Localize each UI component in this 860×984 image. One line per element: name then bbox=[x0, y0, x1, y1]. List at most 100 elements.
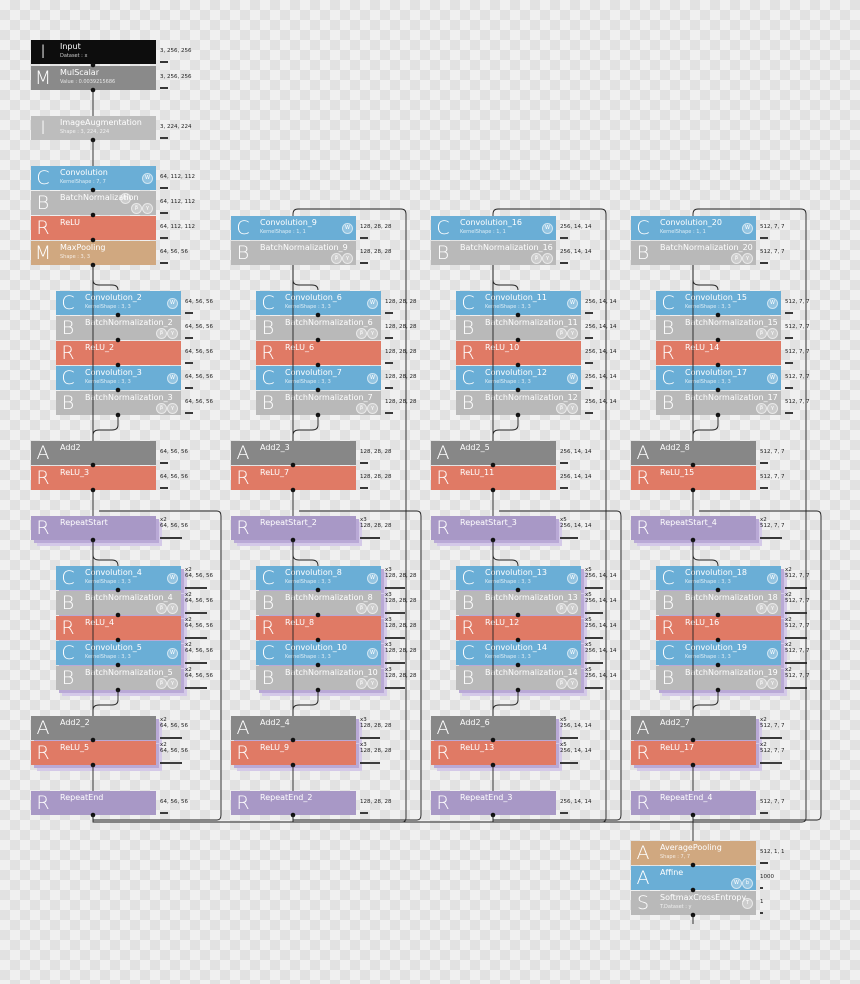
parameter-badge-icon[interactable]: γ bbox=[167, 328, 178, 339]
layer-convolution-14[interactable]: C Convolution_14 KernelShape : 3, 3 W bbox=[456, 641, 581, 665]
layer-batchnormalization-5[interactable]: B BatchNormalization_5 β γ bbox=[56, 666, 181, 690]
layer-imageaugmentation[interactable]: I ImageAugmentation Shape : 3, 224, 224 bbox=[31, 116, 156, 140]
parameter-badge-icon[interactable]: β bbox=[131, 203, 142, 214]
layer-add2[interactable]: A Add2 bbox=[31, 441, 156, 465]
layer-repeatend-4[interactable]: R RepeatEnd_4 bbox=[631, 791, 756, 815]
layer-convolution-18[interactable]: C Convolution_18 KernelShape : 3, 3 W bbox=[656, 566, 781, 590]
layer-convolution-12[interactable]: C Convolution_12 KernelShape : 3, 3 W bbox=[456, 366, 581, 390]
layer-repeatstart-3[interactable]: R RepeatStart_3 bbox=[431, 516, 556, 540]
parameter-badge-icon[interactable]: W bbox=[742, 223, 753, 234]
layer-batchnormalization-7[interactable]: B BatchNormalization_7 β γ bbox=[256, 391, 381, 415]
layer-add2-7[interactable]: A Add2_7 bbox=[631, 716, 756, 740]
layer-add2-8[interactable]: A Add2_8 bbox=[631, 441, 756, 465]
layer-mulscalar[interactable]: M MulScalar Value : 0.0039215686 bbox=[31, 66, 156, 90]
parameter-badge-icon[interactable]: W bbox=[142, 173, 153, 184]
layer-averagepooling[interactable]: A AveragePooling Shape : 7, 7 bbox=[631, 841, 756, 865]
parameter-badge-icon[interactable]: β bbox=[156, 328, 167, 339]
layer-relu-6[interactable]: R ReLU_6 bbox=[256, 341, 381, 365]
layer-convolution-11[interactable]: C Convolution_11 KernelShape : 3, 3 W bbox=[456, 291, 581, 315]
layer-repeatstart-4[interactable]: R RepeatStart_4 bbox=[631, 516, 756, 540]
layer-convolution-20[interactable]: C Convolution_20 KernelShape : 1, 1 W bbox=[631, 216, 756, 240]
layer-batchnormalization-13[interactable]: B BatchNormalization_13 β γ bbox=[456, 591, 581, 615]
layer-softmaxcrossentropy[interactable]: S SoftmaxCrossEntropy T.Dataset : y T bbox=[631, 891, 756, 915]
parameter-badge-icon[interactable]: γ bbox=[567, 403, 578, 414]
layer-relu-11[interactable]: R ReLU_11 bbox=[431, 466, 556, 490]
parameter-badge-icon[interactable]: W bbox=[542, 223, 553, 234]
parameter-badge-icon[interactable]: β bbox=[756, 328, 767, 339]
parameter-badge-icon[interactable]: W bbox=[767, 648, 778, 659]
parameter-badge-icon[interactable]: γ bbox=[167, 603, 178, 614]
parameter-badge-icon[interactable]: γ bbox=[767, 603, 778, 614]
layer-relu[interactable]: R ReLU bbox=[31, 216, 156, 240]
layer-batchnormalization-17[interactable]: B BatchNormalization_17 β γ bbox=[656, 391, 781, 415]
parameter-badge-icon[interactable]: γ bbox=[367, 678, 378, 689]
parameter-badge-icon[interactable]: β bbox=[756, 403, 767, 414]
parameter-badge-icon[interactable]: γ bbox=[367, 403, 378, 414]
layer-relu-4[interactable]: R ReLU_4 bbox=[56, 616, 181, 640]
parameter-badge-icon[interactable]: T bbox=[742, 898, 753, 909]
parameter-badge-icon[interactable]: β bbox=[156, 603, 167, 614]
parameter-badge-icon[interactable]: W bbox=[367, 648, 378, 659]
layer-relu-15[interactable]: R ReLU_15 bbox=[631, 466, 756, 490]
parameter-badge-icon[interactable]: γ bbox=[542, 253, 553, 264]
layer-repeatend-2[interactable]: R RepeatEnd_2 bbox=[231, 791, 356, 815]
parameter-badge-icon[interactable]: b bbox=[742, 878, 753, 889]
layer-batchnormalization-9[interactable]: B BatchNormalization_9 β γ bbox=[231, 241, 356, 265]
parameter-badge-icon[interactable]: γ bbox=[367, 603, 378, 614]
parameter-badge-icon[interactable]: W bbox=[167, 573, 178, 584]
parameter-badge-icon[interactable]: W bbox=[767, 573, 778, 584]
parameter-badge-icon[interactable]: W bbox=[767, 298, 778, 309]
parameter-badge-icon[interactable]: γ bbox=[767, 678, 778, 689]
layer-relu-3[interactable]: R ReLU_3 bbox=[31, 466, 156, 490]
layer-convolution-19[interactable]: C Convolution_19 KernelShape : 3, 3 W bbox=[656, 641, 781, 665]
layer-convolution-9[interactable]: C Convolution_9 KernelShape : 1, 1 W bbox=[231, 216, 356, 240]
layer-convolution-4[interactable]: C Convolution_4 KernelShape : 3, 3 W bbox=[56, 566, 181, 590]
parameter-badge-icon[interactable]: γ bbox=[742, 253, 753, 264]
layer-convolution-7[interactable]: C Convolution_7 KernelShape : 3, 3 W bbox=[256, 366, 381, 390]
layer-relu-10[interactable]: R ReLU_10 bbox=[456, 341, 581, 365]
layer-input[interactable]: I Input Dataset : x bbox=[31, 40, 156, 64]
layer-relu-8[interactable]: R ReLU_8 bbox=[256, 616, 381, 640]
parameter-badge-icon[interactable]: β bbox=[756, 603, 767, 614]
parameter-badge-icon[interactable]: β bbox=[556, 603, 567, 614]
layer-relu-7[interactable]: R ReLU_7 bbox=[231, 466, 356, 490]
parameter-badge-icon[interactable]: W bbox=[367, 298, 378, 309]
layer-batchnormalization-6[interactable]: B BatchNormalization_6 β γ bbox=[256, 316, 381, 340]
parameter-badge-icon[interactable]: β bbox=[331, 253, 342, 264]
parameter-badge-icon[interactable]: m bbox=[120, 193, 131, 204]
layer-maxpooling[interactable]: M MaxPooling Shape : 3, 3 bbox=[31, 241, 156, 265]
layer-relu-13[interactable]: R ReLU_13 bbox=[431, 741, 556, 765]
layer-batchnormalization-4[interactable]: B BatchNormalization_4 β γ bbox=[56, 591, 181, 615]
layer-batchnormalization-18[interactable]: B BatchNormalization_18 β γ bbox=[656, 591, 781, 615]
parameter-badge-icon[interactable]: β bbox=[531, 253, 542, 264]
layer-relu-5[interactable]: R ReLU_5 bbox=[31, 741, 156, 765]
layer-relu-2[interactable]: R ReLU_2 bbox=[56, 341, 181, 365]
parameter-badge-icon[interactable]: β bbox=[356, 403, 367, 414]
layer-convolution-3[interactable]: C Convolution_3 KernelShape : 3, 3 W bbox=[56, 366, 181, 390]
parameter-badge-icon[interactable]: γ bbox=[767, 328, 778, 339]
layer-add2-5[interactable]: A Add2_5 bbox=[431, 441, 556, 465]
parameter-badge-icon[interactable]: β bbox=[756, 678, 767, 689]
layer-convolution-2[interactable]: C Convolution_2 KernelShape : 3, 3 W bbox=[56, 291, 181, 315]
parameter-badge-icon[interactable]: W bbox=[567, 573, 578, 584]
layer-repeatend-3[interactable]: R RepeatEnd_3 bbox=[431, 791, 556, 815]
parameter-badge-icon[interactable]: β bbox=[156, 678, 167, 689]
parameter-badge-icon[interactable]: β bbox=[156, 403, 167, 414]
parameter-badge-icon[interactable]: β bbox=[556, 403, 567, 414]
parameter-badge-icon[interactable]: β bbox=[356, 678, 367, 689]
parameter-badge-icon[interactable]: W bbox=[342, 223, 353, 234]
parameter-badge-icon[interactable]: β bbox=[556, 328, 567, 339]
parameter-badge-icon[interactable]: γ bbox=[567, 678, 578, 689]
layer-batchnormalization-15[interactable]: B BatchNormalization_15 β γ bbox=[656, 316, 781, 340]
layer-batchnormalization-19[interactable]: B BatchNormalization_19 β γ bbox=[656, 666, 781, 690]
layer-add2-6[interactable]: A Add2_6 bbox=[431, 716, 556, 740]
parameter-badge-icon[interactable]: γ bbox=[167, 403, 178, 414]
layer-add2-2[interactable]: A Add2_2 bbox=[31, 716, 156, 740]
parameter-badge-icon[interactable]: γ bbox=[567, 328, 578, 339]
layer-batchnormalization-12[interactable]: B BatchNormalization_12 β γ bbox=[456, 391, 581, 415]
layer-batchnormalization-11[interactable]: B BatchNormalization_11 β γ bbox=[456, 316, 581, 340]
layer-batchnormalization-20[interactable]: B BatchNormalization_20 β γ bbox=[631, 241, 756, 265]
parameter-badge-icon[interactable]: W bbox=[767, 373, 778, 384]
parameter-badge-icon[interactable]: W bbox=[167, 373, 178, 384]
